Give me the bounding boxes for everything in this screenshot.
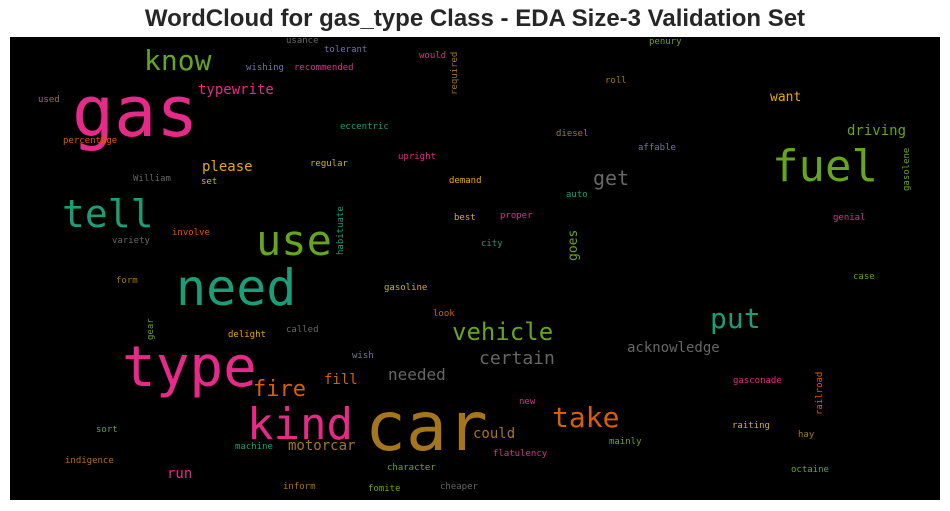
word-run: run bbox=[167, 467, 192, 481]
word-genial: genial bbox=[833, 214, 866, 223]
chart-title: WordCloud for gas_type Class - EDA Size-… bbox=[0, 4, 950, 34]
word-fomite: fomite bbox=[368, 485, 401, 494]
word-new: new bbox=[519, 398, 535, 407]
word-case: case bbox=[853, 273, 875, 282]
word-usance: usance bbox=[286, 37, 319, 46]
word-get: get bbox=[593, 168, 629, 188]
word-character: character bbox=[387, 464, 436, 473]
word-tell: tell bbox=[62, 195, 154, 233]
word-octaine: octaine bbox=[791, 466, 829, 475]
word-william: William bbox=[133, 175, 171, 184]
word-flatulency: flatulency bbox=[493, 450, 547, 459]
word-set: set bbox=[201, 178, 217, 187]
word-typewrite: typewrite bbox=[198, 83, 274, 97]
word-motorcar: motorcar bbox=[288, 439, 355, 453]
word-called: called bbox=[286, 326, 319, 335]
word-take: take bbox=[552, 404, 619, 432]
word-fill: fill bbox=[324, 373, 358, 387]
word-needed: needed bbox=[388, 367, 446, 383]
word-raiting: raiting bbox=[732, 422, 770, 431]
word-required: required bbox=[451, 52, 460, 95]
word-wishing: wishing bbox=[246, 64, 284, 73]
word-best: best bbox=[454, 214, 476, 223]
word-auto: auto bbox=[566, 191, 588, 200]
word-gasolene: gasolene bbox=[903, 148, 912, 191]
word-look: look bbox=[433, 310, 455, 319]
word-goes: goes bbox=[567, 230, 580, 261]
word-want: want bbox=[770, 91, 801, 104]
word-city: city bbox=[481, 240, 503, 249]
word-sort: sort bbox=[96, 426, 118, 435]
word-know: know bbox=[144, 47, 211, 75]
word-could: could bbox=[473, 427, 515, 441]
word-railroad: railroad bbox=[816, 372, 825, 415]
word-use: use bbox=[256, 220, 332, 262]
word-driving: driving bbox=[847, 124, 906, 138]
word-gasconade: gasconade bbox=[733, 377, 782, 386]
word-upright: upright bbox=[398, 153, 436, 162]
word-hay: hay bbox=[798, 431, 814, 440]
word-acknowledge: acknowledge bbox=[627, 341, 720, 355]
word-used: used bbox=[38, 96, 60, 105]
word-certain: certain bbox=[479, 350, 555, 368]
word-fire: fire bbox=[253, 379, 306, 401]
word-recommended: recommended bbox=[294, 64, 354, 73]
word-wish: wish bbox=[352, 352, 374, 361]
word-involve: involve bbox=[172, 229, 210, 238]
word-put: put bbox=[710, 305, 761, 333]
word-eccentric: eccentric bbox=[340, 123, 389, 132]
word-please: please bbox=[202, 160, 253, 174]
word-proper: proper bbox=[500, 212, 533, 221]
word-habituate: habituate bbox=[337, 206, 346, 255]
word-form: form bbox=[116, 277, 138, 286]
word-type: type bbox=[122, 340, 257, 396]
word-tolerant: tolerant bbox=[324, 46, 367, 55]
word-roll: roll bbox=[605, 77, 627, 86]
word-diesel: diesel bbox=[556, 130, 589, 139]
word-inform: inform bbox=[283, 483, 316, 492]
word-affable: affable bbox=[638, 144, 676, 153]
word-demand: demand bbox=[449, 177, 482, 186]
word-machine: machine bbox=[235, 443, 273, 452]
word-variety: variety bbox=[112, 237, 150, 246]
word-gasoline: gasoline bbox=[384, 284, 427, 293]
word-car: car bbox=[365, 394, 488, 462]
word-mainly: mainly bbox=[609, 438, 642, 447]
word-need: need bbox=[176, 263, 296, 313]
word-cheaper: cheaper bbox=[440, 483, 478, 492]
word-percentage: percentage bbox=[63, 137, 117, 146]
word-delight: delight bbox=[228, 331, 266, 340]
word-indigence: indigence bbox=[65, 457, 114, 466]
word-regular: regular bbox=[310, 160, 348, 169]
wordcloud-canvas: gas car type need kind fuel use tell kno… bbox=[10, 37, 940, 500]
word-penury: penury bbox=[649, 38, 682, 47]
word-fuel: fuel bbox=[772, 145, 878, 189]
word-would: would bbox=[419, 52, 446, 61]
word-gear: gear bbox=[147, 318, 156, 340]
word-vehicle: vehicle bbox=[452, 320, 553, 344]
